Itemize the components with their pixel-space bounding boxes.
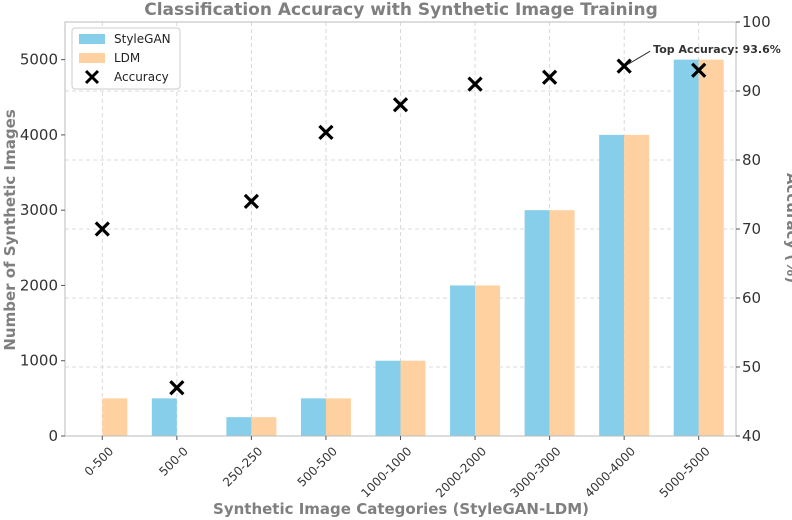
marker-stroke <box>467 76 483 92</box>
y-tick-label: 3000 <box>20 201 58 219</box>
bar-ldm <box>698 59 724 437</box>
bar-ldm <box>624 134 650 436</box>
legend-label: StyleGAN <box>114 32 171 46</box>
accuracy-marker <box>318 124 334 141</box>
annotation-arrow <box>627 50 651 65</box>
x-tick-label: 2000-2000 <box>433 444 489 500</box>
bar-stylegan <box>151 398 177 436</box>
marker-stroke <box>691 62 707 78</box>
x-tick-label: 500-500 <box>295 444 340 489</box>
y-right-tick-label: 100 <box>742 13 771 31</box>
bar-stylegan <box>450 285 476 436</box>
marker-stroke <box>541 69 558 85</box>
y-right-tick-label: 90 <box>742 82 761 100</box>
annotation-text: Top Accuracy: 93.6% <box>653 43 781 56</box>
y-tick-label: 5000 <box>20 51 58 69</box>
bar-stylegan <box>673 59 699 437</box>
accuracy-marker <box>243 193 260 210</box>
legend-swatch-stylegan <box>79 34 105 44</box>
marker-stroke <box>169 380 185 396</box>
x-tick-label: 3000-3000 <box>508 444 564 500</box>
y-right-tick-label: 80 <box>742 151 761 169</box>
x-tick-label: 4000-4000 <box>582 444 638 500</box>
marker-stroke <box>243 193 260 210</box>
y-right-tick-label: 60 <box>742 289 761 307</box>
x-axis-title: Synthetic Image Categories (StyleGAN-LDM… <box>213 500 589 518</box>
bar-stylegan <box>300 398 326 436</box>
y-tick-label: 2000 <box>20 276 58 294</box>
left-axis-ticks: 0 1000 2000 3000 4000 5000 <box>20 51 65 445</box>
y-axis-right-title: Accuracy (%) <box>783 173 792 283</box>
right-axis-ticks: 40 50 60 70 80 90 100 <box>736 13 771 445</box>
bar-ldm <box>251 417 277 436</box>
x-tick-label: 1000-1000 <box>358 444 414 500</box>
accuracy-marker <box>541 69 558 85</box>
accuracy-marker <box>691 62 707 78</box>
legend-label: Accuracy <box>114 70 169 84</box>
bar-stylegan <box>524 210 550 436</box>
marker-stroke <box>616 58 632 74</box>
x-tick-label: 5000-5000 <box>657 444 713 500</box>
y-right-tick-label: 50 <box>742 358 761 376</box>
bar-stylegan <box>599 134 625 436</box>
accuracy-marker <box>616 58 632 74</box>
marker-stroke <box>392 97 409 113</box>
legend-label: LDM <box>114 51 140 65</box>
accuracy-marker <box>169 380 185 396</box>
y-right-tick-label: 70 <box>742 220 761 238</box>
annotation: Top Accuracy: 93.6% <box>627 43 781 65</box>
bars <box>102 59 724 437</box>
x-tick-label: 500-0 <box>156 444 191 479</box>
x-tick-label: 0-500 <box>82 444 117 479</box>
y-tick-label: 0 <box>48 427 58 445</box>
legend-marker-stroke <box>84 69 100 85</box>
accuracy-marker <box>392 97 409 113</box>
legend: StyleGAN LDM Accuracy <box>71 27 181 90</box>
x-tick-label: 250-250 <box>220 444 265 489</box>
marker-stroke <box>318 124 334 141</box>
marker-stroke <box>94 221 110 237</box>
bar-ldm <box>475 285 501 436</box>
y-axis-title: Number of Synthetic Images <box>1 109 19 350</box>
accuracy-marker <box>94 221 110 237</box>
bar-stylegan <box>375 360 401 436</box>
bar-stylegan <box>226 417 252 436</box>
y-right-tick-label: 40 <box>742 427 761 445</box>
accuracy-marker <box>467 76 483 92</box>
bar-ldm <box>549 210 575 436</box>
bar-ldm <box>400 360 426 436</box>
chart-title: Classification Accuracy with Synthetic I… <box>144 0 658 20</box>
y-tick-label: 4000 <box>20 126 58 144</box>
bar-ldm <box>325 398 351 436</box>
bar-ldm <box>102 398 128 436</box>
accuracy-markers <box>94 58 707 396</box>
x-axis-ticks: 0-500 500-0 250-250 500-500 1000-1000 2000-20… <box>82 436 713 500</box>
y-tick-label: 1000 <box>20 352 58 370</box>
legend-swatch-ldm <box>79 53 105 63</box>
